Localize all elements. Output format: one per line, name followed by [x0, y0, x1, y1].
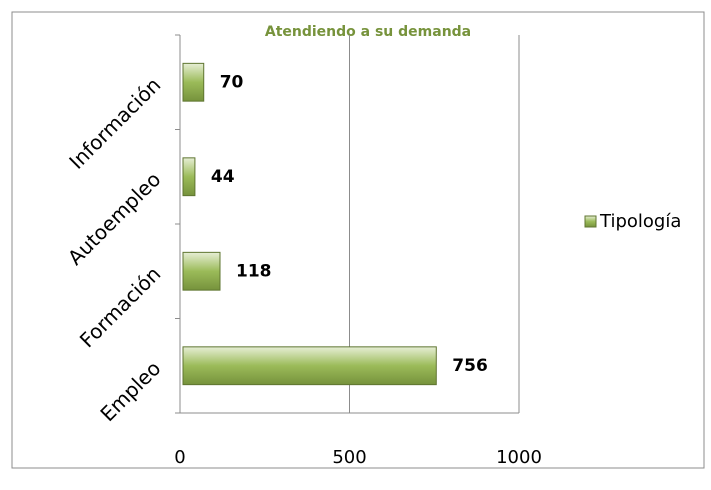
value-label: 756 — [452, 356, 488, 376]
bar — [182, 62, 205, 102]
legend-swatch — [584, 215, 597, 228]
bar — [182, 251, 221, 291]
value-label: 118 — [236, 261, 272, 281]
chart-border — [11, 11, 705, 469]
x-tick-label: 500 — [332, 447, 366, 468]
x-tick-label: 1000 — [496, 447, 542, 468]
x-tick-label: 0 — [174, 447, 185, 468]
value-label: 70 — [220, 72, 244, 92]
value-label: 44 — [211, 167, 235, 187]
legend-label: Tipología — [599, 211, 681, 232]
chart-title: Atendiendo a su demanda — [265, 24, 471, 40]
bar — [182, 346, 437, 386]
bar — [182, 157, 196, 197]
